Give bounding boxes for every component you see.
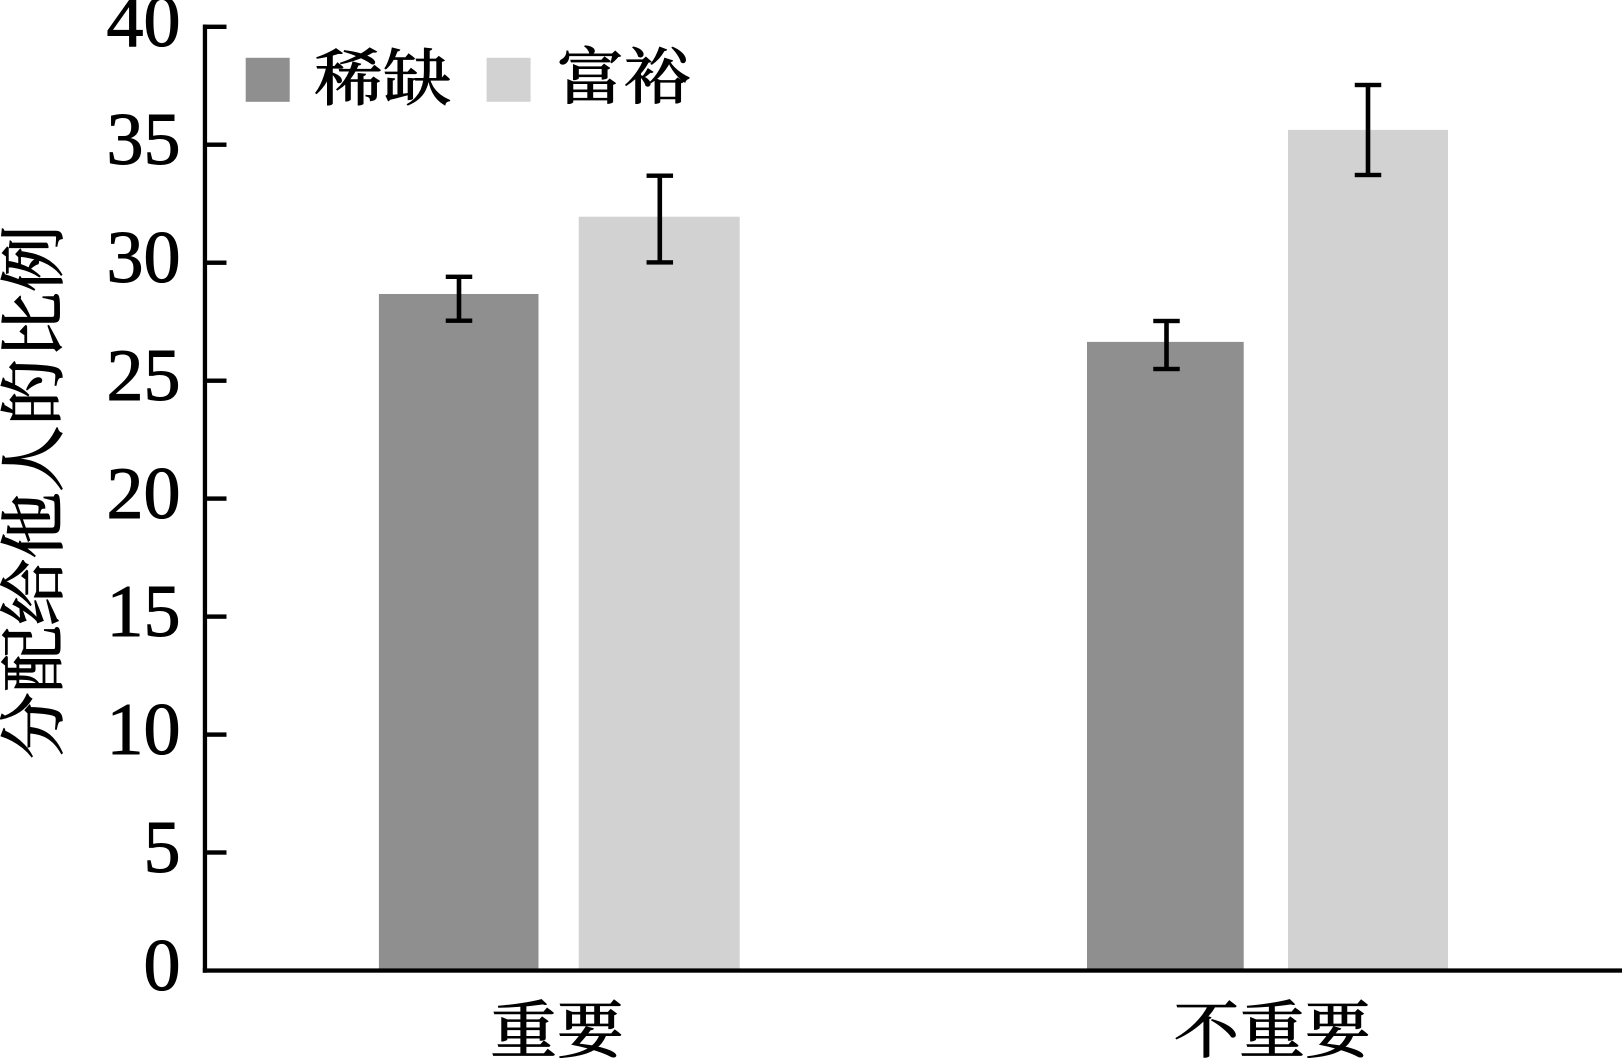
svg-text:15: 15 bbox=[107, 571, 181, 653]
svg-text:5: 5 bbox=[144, 807, 181, 889]
svg-text:35: 35 bbox=[107, 99, 181, 181]
svg-text:25: 25 bbox=[107, 335, 181, 417]
svg-text:10: 10 bbox=[107, 689, 181, 771]
svg-text:20: 20 bbox=[107, 453, 181, 535]
svg-text:40: 40 bbox=[107, 0, 181, 63]
svg-text:30: 30 bbox=[107, 217, 181, 299]
svg-text:0: 0 bbox=[144, 925, 181, 1007]
